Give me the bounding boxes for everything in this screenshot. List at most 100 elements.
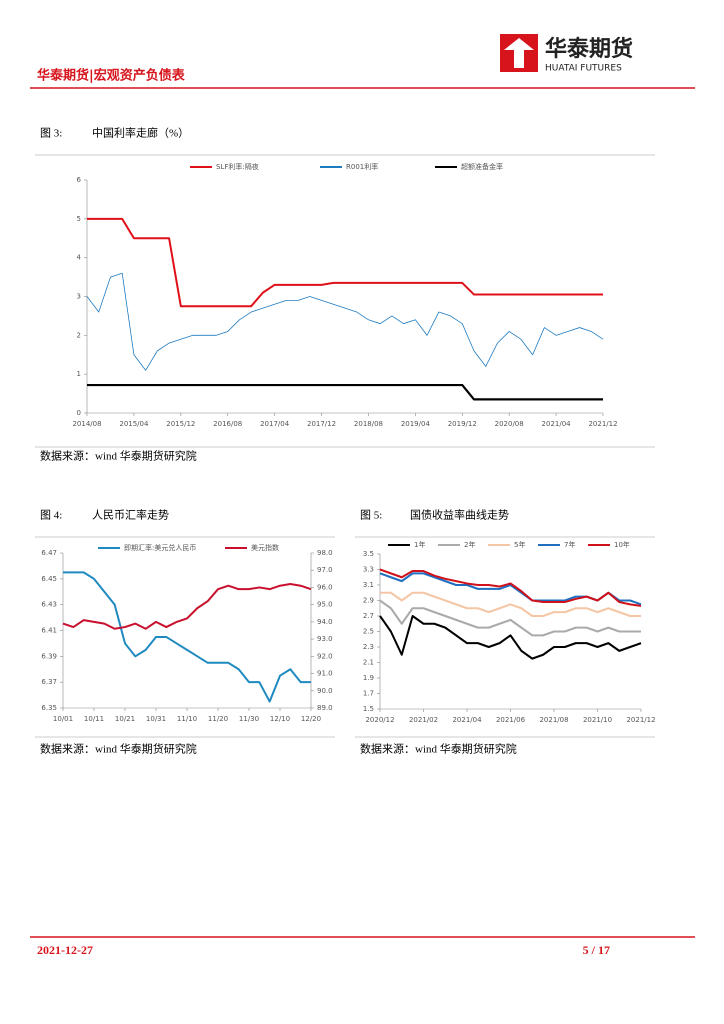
fig-title: 国债收益率曲线走势 <box>410 508 509 522</box>
x-tick-label: 2018/08 <box>354 420 383 428</box>
logo-glyph <box>504 38 534 68</box>
series-line <box>86 272 604 371</box>
y-tick-label: 2.5 <box>363 628 374 636</box>
y-tick-label: 1.5 <box>363 705 374 713</box>
x-tick-label: 2021/12 <box>626 716 655 724</box>
y2-tick-label: 90.0 <box>317 687 333 695</box>
y-tick-label: 3.3 <box>363 566 374 574</box>
legend-label: R001利率 <box>346 162 378 171</box>
series-line <box>87 383 603 401</box>
y-tick-label: 2.1 <box>363 659 374 667</box>
x-tick-label: 2021/08 <box>539 716 568 724</box>
y-tick-label: 2.7 <box>363 612 374 620</box>
fig-label: 图 5: <box>360 509 382 522</box>
x-tick-label: 2015/12 <box>166 420 195 428</box>
y-tick-label: 4 <box>77 254 82 262</box>
y-tick-label: 6.35 <box>41 704 57 712</box>
series-line <box>379 572 642 606</box>
x-tick-label: 2021/10 <box>583 716 612 724</box>
series-line <box>63 571 311 703</box>
report-title: 华泰期货|宏观资产负债表 <box>37 68 186 84</box>
x-tick-label: 11/30 <box>239 715 259 723</box>
logo <box>500 34 538 72</box>
x-tick-label: 2014/08 <box>72 420 101 428</box>
legend-label: 1年 <box>414 540 425 549</box>
x-tick-label: 2020/12 <box>365 716 394 724</box>
series-line <box>87 217 603 308</box>
x-tick-label: 10/01 <box>53 715 73 723</box>
x-tick-label: 11/10 <box>177 715 197 723</box>
y-tick-label: 3 <box>77 293 81 301</box>
y-tick-label: 6.39 <box>41 652 57 660</box>
y-tick-label: 0 <box>77 409 81 417</box>
y-tick-label: 6.41 <box>41 627 57 635</box>
fig-source: 数据来源：wind 华泰期货研究院 <box>360 742 517 756</box>
series-line <box>379 615 642 660</box>
footer-date: 2021-12-27 <box>37 943 93 957</box>
y2-tick-label: 94.0 <box>317 618 333 626</box>
x-tick-label: 2020/08 <box>495 420 524 428</box>
x-tick-label: 2019/04 <box>401 420 431 428</box>
x-tick-label: 2021/06 <box>496 716 526 724</box>
page-number: 5 / 17 <box>583 943 610 957</box>
y2-tick-label: 91.0 <box>317 670 333 678</box>
fig-title: 人民币汇率走势 <box>92 508 169 522</box>
y-tick-label: 6.45 <box>41 575 57 583</box>
y2-tick-label: 95.0 <box>317 601 333 609</box>
legend-label: SLF利率:隔夜 <box>216 162 259 171</box>
series-line <box>380 591 641 617</box>
x-tick-label: 2021/04 <box>452 716 482 724</box>
y-tick-label: 6.37 <box>41 678 57 686</box>
company-en: HUATAI FUTURES <box>545 64 622 74</box>
y2-tick-label: 92.0 <box>317 652 333 660</box>
x-tick-label: 2016/08 <box>213 420 242 428</box>
x-tick-label: 2021/02 <box>409 716 438 724</box>
x-tick-label: 11/20 <box>208 715 228 723</box>
x-tick-label: 10/11 <box>84 715 104 723</box>
y2-tick-label: 97.0 <box>317 566 333 574</box>
fig-source: 数据来源：wind 华泰期货研究院 <box>40 449 197 463</box>
series-line <box>379 568 642 607</box>
legend-label: 美元指数 <box>251 543 279 552</box>
x-tick-label: 12/20 <box>301 715 321 723</box>
y-tick-label: 6.43 <box>41 601 57 609</box>
fig-source: 数据来源：wind 华泰期货研究院 <box>40 742 197 756</box>
y-tick-label: 6.47 <box>41 549 57 557</box>
y-tick-label: 2.3 <box>363 643 374 651</box>
legend-label: 10年 <box>614 540 630 549</box>
legend-label: 2年 <box>464 540 475 549</box>
legend-label: 7年 <box>564 540 575 549</box>
x-tick-label: 2015/04 <box>119 420 149 428</box>
y2-tick-label: 98.0 <box>317 549 333 557</box>
x-tick-label: 12/10 <box>270 715 290 723</box>
x-tick-label: 2021/04 <box>542 420 572 428</box>
x-tick-label: 2017/04 <box>260 420 290 428</box>
x-tick-label: 10/21 <box>115 715 135 723</box>
series-line <box>379 599 641 637</box>
y-tick-label: 1 <box>77 370 81 378</box>
y-tick-label: 1.7 <box>363 690 374 698</box>
y-tick-label: 6 <box>77 176 82 184</box>
y2-tick-label: 96.0 <box>317 583 333 591</box>
fig-title: 中国利率走廊（%） <box>92 126 189 140</box>
y-tick-label: 3.5 <box>363 550 374 558</box>
series-line <box>62 583 312 630</box>
y-tick-label: 3.1 <box>363 581 374 589</box>
y2-tick-label: 89.0 <box>317 704 333 712</box>
x-tick-label: 10/31 <box>146 715 166 723</box>
fig-label: 图 3: <box>40 127 62 140</box>
company: 华泰期货 <box>545 36 633 62</box>
y-tick-label: 2.9 <box>363 597 374 605</box>
legend-label: 即期汇率:美元兑人民币 <box>124 543 196 552</box>
legend-label: 5年 <box>514 540 525 549</box>
x-tick-label: 2019/12 <box>448 420 477 428</box>
y-tick-label: 1.9 <box>363 674 374 682</box>
fig-label: 图 4: <box>40 509 62 522</box>
legend-label: 超额准备金率 <box>461 162 503 171</box>
y-tick-label: 5 <box>77 215 81 223</box>
y-tick-label: 2 <box>77 331 81 339</box>
x-tick-label: 2017/12 <box>307 420 336 428</box>
x-tick-label: 2021/12 <box>588 420 617 428</box>
y2-tick-label: 93.0 <box>317 635 333 643</box>
